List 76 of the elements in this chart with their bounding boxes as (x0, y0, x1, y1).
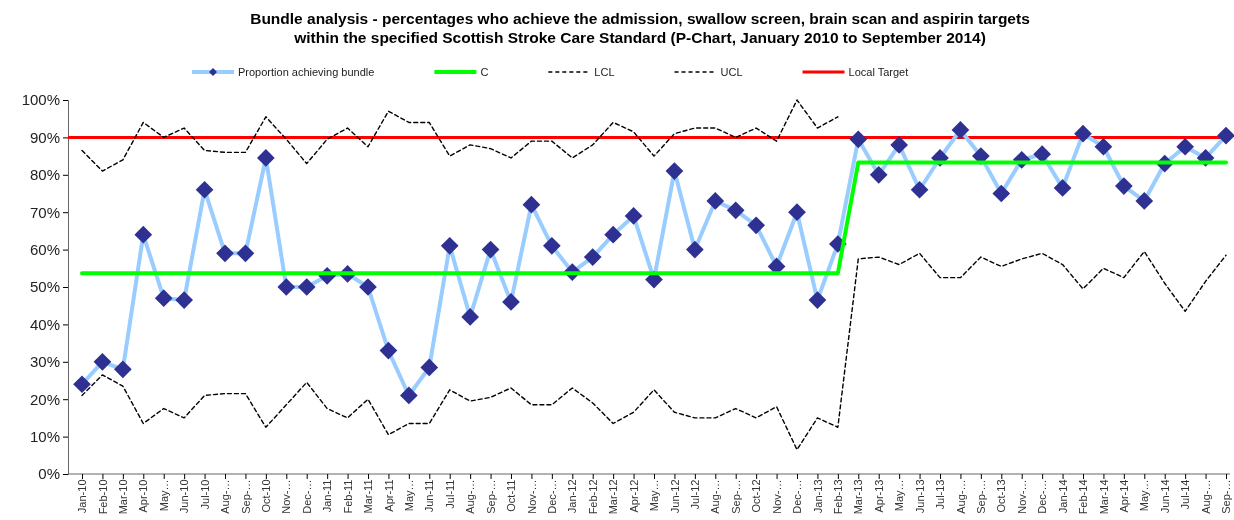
x-tick-label: Mar-14 (1097, 479, 1110, 515)
x-tick-label: Dec-… (791, 479, 804, 514)
legend-label: UCL (720, 66, 743, 78)
x-tick-label: Jan-12 (566, 479, 579, 514)
y-tick-label: 50% (29, 278, 60, 296)
x-tick-label: Sep-… (1220, 479, 1233, 514)
x-tick-label: Nov-… (770, 479, 783, 514)
x-tick-label: Jun-13 (913, 479, 926, 514)
x-tick-label: Oct-10 (259, 479, 272, 513)
x-tick-label: Aug-… (1199, 479, 1212, 514)
x-tick-label: Mar-11 (362, 479, 375, 514)
x-tick-label: Feb-11 (341, 479, 354, 514)
x-tick-label: Apr-11 (382, 479, 395, 512)
x-tick-label: Oct-12 (750, 479, 763, 513)
x-tick-label: Dec-… (1036, 479, 1049, 514)
x-tick-label: Jun-10 (178, 479, 191, 514)
x-tick-label: Apr-14 (1117, 479, 1130, 513)
x-tick-label: Mar-12 (607, 479, 620, 515)
x-tick-label: Jan-11 (321, 479, 334, 513)
x-tick-label: Jun-14 (1158, 479, 1171, 514)
x-tick-label: Mar-10 (116, 479, 129, 515)
y-tick-label: 80% (29, 166, 60, 184)
x-tick-label: Jan-10 (76, 479, 89, 514)
x-tick-label: Dec-… (545, 479, 558, 514)
chart-title: Bundle analysis - percentages who achieve the admission, swallow screen, brain scan and aspirin targets within the specified Scottish Stroke Care Standard (P-Chart, January 2010 to September 2014) (250, 10, 1030, 46)
x-tick-label: Sep-… (729, 479, 742, 514)
y-tick-label: 10% (29, 427, 60, 445)
x-tick-label: Jan-13 (811, 479, 824, 514)
x-tick-label: Nov-… (525, 479, 538, 514)
legend-label: C (480, 66, 489, 78)
x-tick-label: Sep-… (484, 479, 497, 514)
x-tick-label: Sep-… (974, 479, 987, 514)
x-tick-label: May… (157, 479, 170, 512)
x-tick-label: Apr-10 (137, 479, 150, 513)
x-tick-label: Mar-13 (852, 479, 865, 515)
line-series (81, 250, 1227, 451)
y-tick-label: 100% (21, 91, 60, 109)
x-tick-label: Feb-10 (96, 479, 109, 515)
legend-label: Proportion achieving bundle (238, 66, 375, 78)
line-series (81, 99, 839, 172)
y-tick-label: 20% (29, 390, 60, 408)
y-tick-label: 60% (29, 240, 60, 258)
x-tick-label: Feb-13 (831, 479, 844, 515)
legend-label: LCL (594, 66, 615, 78)
x-tick-label: May… (1138, 479, 1151, 512)
y-tick-label: 0% (38, 465, 60, 483)
x-tick-label: Jul-13 (934, 479, 947, 510)
x-tick-label: Aug-… (464, 479, 477, 514)
x-tick-label: Oct-11 (505, 479, 518, 512)
x-tick-label: Oct-13 (995, 479, 1008, 513)
y-tick-label: 90% (29, 128, 60, 146)
x-tick-label: Apr-12 (627, 479, 640, 513)
x-tick-label: Apr-13 (872, 479, 885, 513)
x-tick-label: Aug-… (954, 479, 967, 514)
legend-label: Local Target (848, 66, 909, 78)
x-tick-label: May… (402, 479, 415, 512)
x-tick-label: Jun-11 (423, 479, 436, 513)
x-tick-label: Sep-… (239, 479, 252, 514)
x-tick-label: Feb-14 (1077, 479, 1090, 515)
y-tick-label: 30% (29, 353, 60, 371)
y-tick-label: 40% (29, 315, 60, 333)
x-tick-label: Nov-… (1015, 479, 1028, 514)
x-tick-label: Jul-14 (1179, 479, 1192, 510)
y-tick-label: 70% (29, 203, 60, 221)
x-tick-label: Aug-… (219, 479, 232, 514)
x-tick-label: Dec-… (300, 479, 313, 514)
x-tick-label: Jul-10 (198, 479, 211, 510)
x-tick-label: Feb-12 (586, 479, 599, 515)
x-tick-label: Jun-12 (668, 479, 681, 514)
x-tick-label: Nov-… (280, 479, 293, 514)
x-tick-label: May… (648, 479, 661, 512)
x-tick-label: Jul-12 (688, 479, 701, 510)
x-tick-label: May… (893, 479, 906, 512)
x-tick-label: Jul-11 (443, 479, 456, 509)
x-tick-label: Jan-14 (1056, 479, 1069, 514)
x-tick-label: Aug-… (709, 479, 722, 514)
